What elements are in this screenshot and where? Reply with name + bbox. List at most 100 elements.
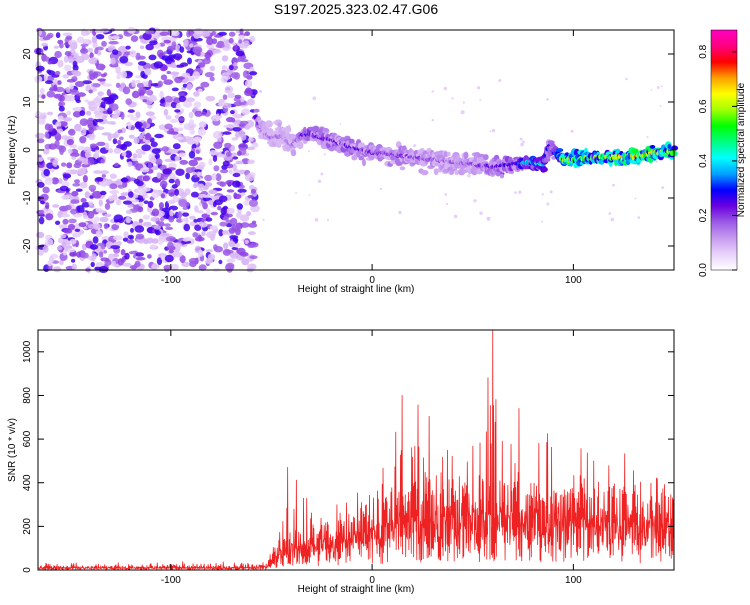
- speckle: [431, 90, 434, 93]
- noise-blob: [57, 80, 62, 85]
- noise-blob: [104, 202, 111, 210]
- noise-blob: [246, 146, 256, 151]
- noise-blob: [225, 249, 234, 254]
- noise-blob: [209, 65, 216, 72]
- noise-blob: [79, 110, 86, 117]
- noise-blob: [146, 89, 154, 96]
- spectrogram-y-tick-label: 20: [22, 48, 33, 60]
- noise-blob: [147, 254, 152, 259]
- noise-blob: [128, 134, 135, 139]
- noise-blob: [53, 45, 60, 49]
- signal-spread-blob: [420, 169, 429, 176]
- noise-blob: [201, 231, 206, 237]
- noise-blob: [59, 185, 69, 192]
- noise-blob: [240, 96, 245, 103]
- noise-blob: [64, 51, 72, 56]
- noise-blob: [120, 192, 130, 197]
- noise-blob: [110, 57, 116, 65]
- noise-blob: [212, 155, 218, 162]
- noise-blob: [189, 119, 195, 126]
- noise-blob: [93, 216, 100, 222]
- noise-blob: [156, 257, 163, 265]
- noise-blob: [43, 73, 48, 82]
- noise-blob: [45, 80, 53, 85]
- noise-blob: [55, 145, 65, 150]
- noise-blob: [57, 59, 64, 68]
- noise-blob: [164, 158, 173, 162]
- noise-blob: [197, 128, 207, 136]
- noise-blob: [75, 188, 83, 192]
- noise-blob: [160, 74, 168, 81]
- noise-blob: [213, 48, 222, 54]
- noise-blob: [110, 245, 121, 250]
- noise-blob: [95, 34, 105, 40]
- noise-blob: [87, 157, 95, 166]
- speckle: [634, 197, 637, 200]
- noise-blob: [151, 148, 161, 155]
- noise-blob: [76, 92, 86, 97]
- noise-blob: [82, 80, 92, 85]
- noise-blob: [220, 207, 227, 216]
- noise-blob: [158, 202, 164, 209]
- noise-blob: [116, 240, 122, 247]
- noise-blob: [92, 236, 99, 244]
- noise-blob: [51, 177, 59, 185]
- noise-blob: [169, 71, 180, 76]
- noise-blob: [65, 35, 73, 40]
- noise-blob: [65, 95, 75, 102]
- noise-blob: [174, 155, 180, 162]
- snr-x-tick-label: -100: [161, 575, 181, 586]
- noise-blob: [204, 174, 213, 182]
- noise-blob: [117, 258, 124, 266]
- noise-blob: [127, 234, 134, 239]
- noise-blob: [94, 47, 99, 55]
- noise-blob: [148, 94, 157, 103]
- noise-blob: [88, 89, 93, 94]
- noise-blob: [133, 263, 141, 267]
- noise-blob: [247, 137, 254, 142]
- noise-blob: [63, 55, 69, 63]
- noise-blob: [71, 263, 78, 270]
- noise-blob: [179, 46, 185, 53]
- noise-blob: [185, 172, 191, 180]
- noise-blob: [35, 48, 42, 55]
- noise-blob: [158, 221, 165, 227]
- noise-blob: [231, 224, 237, 232]
- noise-blob: [119, 136, 124, 141]
- noise-blob: [112, 49, 119, 55]
- speckle: [259, 90, 262, 93]
- noise-blob: [57, 246, 63, 251]
- noise-blob: [128, 191, 134, 198]
- noise-blob: [100, 170, 109, 175]
- noise-blob: [66, 162, 73, 169]
- noise-blob: [241, 158, 250, 165]
- noise-blob: [159, 216, 165, 222]
- noise-blob: [244, 79, 253, 88]
- noise-blob: [147, 200, 154, 209]
- noise-blob: [59, 259, 64, 266]
- noise-blob: [138, 218, 144, 223]
- noise-blob: [129, 50, 137, 58]
- noise-blob: [231, 246, 239, 251]
- noise-blob: [74, 179, 80, 184]
- noise-blob: [147, 161, 153, 169]
- noise-blob: [238, 99, 247, 106]
- noise-blob: [151, 264, 160, 269]
- noise-blob: [98, 199, 104, 207]
- noise-blob: [67, 56, 74, 64]
- noise-blob: [225, 223, 233, 228]
- snr-y-label: SNR (10 * v/v): [7, 418, 18, 482]
- speckle: [314, 218, 319, 222]
- noise-blob: [197, 234, 202, 242]
- noise-blob: [190, 191, 199, 198]
- noise-blob: [121, 151, 127, 157]
- noise-blob: [100, 101, 106, 109]
- noise-blob: [46, 69, 52, 74]
- noise-blob: [249, 35, 256, 43]
- noise-blob: [244, 239, 249, 244]
- noise-blob: [178, 95, 186, 103]
- noise-blob: [69, 144, 78, 149]
- noise-blob: [138, 201, 144, 207]
